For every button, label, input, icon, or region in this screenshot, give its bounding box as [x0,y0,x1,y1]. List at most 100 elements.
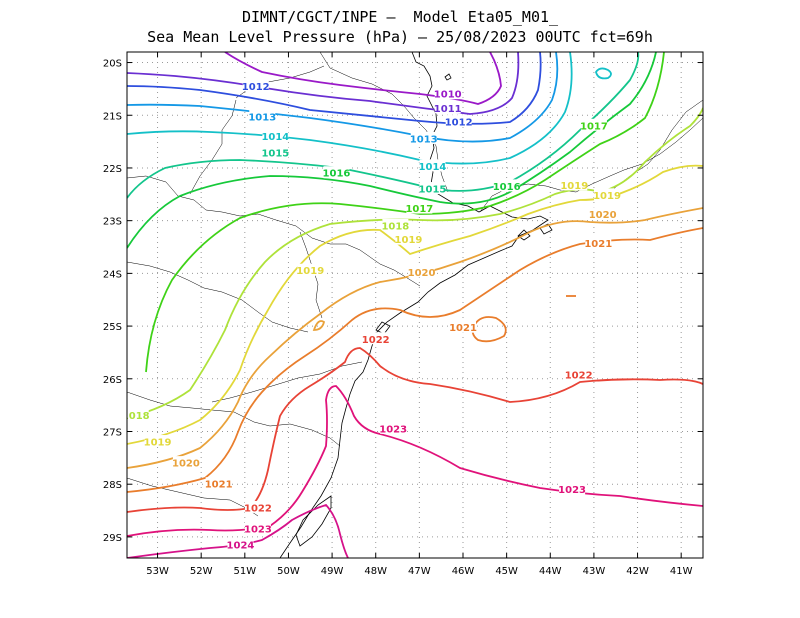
isobar-1011 [127,52,520,115]
lon-tick-label: 50W [277,566,300,577]
lat-tick-label: 20S [103,59,122,70]
contour-label-bg [410,131,437,144]
lon-tick-label: 51W [234,566,257,577]
lon-tick-label: 53W [146,566,169,577]
contour-label-1018: 1018 [122,411,150,422]
lon-tick-label: 46W [452,566,475,577]
lon-tick-label: 41W [670,566,693,577]
isobar-1018 [127,107,703,419]
lon-tick-label: 43W [583,566,606,577]
coastline [279,52,549,558]
contour-label-1019: 1019 [560,181,588,192]
contour-label-1023: 1023 [379,424,407,435]
lat-tick-label: 26S [103,375,122,386]
contour-label-bg [380,421,407,434]
contour-label-bg [262,146,289,159]
state-border-ms-pr [127,175,297,227]
contour-label-bg [434,101,461,114]
lat-tick-label: 24S [103,269,122,280]
contour-label-1020: 1020 [172,459,200,470]
contour-label-bg [585,236,612,249]
axes: 53W 52W 51W 50W 49W 48W 47W 46W 45W 44W 43W 42W 41W 2… [103,52,703,577]
contour-label-bg [144,435,171,448]
contour-label-bg [589,207,616,220]
lat-tick-label: 23S [103,217,122,228]
contour-label-1012: 1012 [242,82,270,93]
contour-label-bg [323,166,350,179]
contour-label-1012: 1012 [445,118,473,129]
contour-label-bg [580,118,607,131]
contour-label-1019: 1019 [296,266,324,277]
isobar-1010 [224,52,502,105]
contour-label-bg [561,178,588,191]
contour-label-1011: 1011 [434,104,462,115]
chart-title-line2: Sea Mean Level Pressure (hPa) – 25/08/20… [147,28,653,46]
contour-label-bg [242,79,269,92]
isobar-1014 [127,52,573,165]
contour-label-1022: 1022 [244,503,272,514]
contour-label-1020: 1020 [408,268,436,279]
contour-label-1021: 1021 [584,239,612,250]
contour-label-1022: 1022 [362,335,390,346]
contour-label-1019: 1019 [144,438,172,449]
lon-tick-label: 45W [495,566,518,577]
lat-tick-label: 28S [103,480,122,491]
contour-label-1023: 1023 [244,525,272,536]
contour-label-bg [565,368,592,381]
lon-tick-label: 48W [364,566,387,577]
contour-label-1010: 1010 [434,90,462,101]
isobar-1012 [127,52,542,125]
isobar-1013-cell [595,67,612,80]
lon-tick-label: 49W [321,566,344,577]
contour-label-bg [227,537,254,550]
lat-tick-label: 27S [103,428,122,439]
contour-label-1014: 1014 [419,162,447,173]
isobar-1016 [127,52,657,249]
contour-label-1021: 1021 [449,323,477,334]
contour-label-1013: 1013 [410,134,438,145]
contour-label-bg [493,179,520,192]
contour-label-bg [297,263,324,276]
lagoa-dos-patos-outline [295,495,332,547]
contour-label-bg [408,265,435,278]
plot-frame [126,51,704,559]
contour-label-1015: 1015 [419,185,447,196]
contour-label-1017: 1017 [405,204,433,215]
contour-label-bg [244,522,271,535]
contour-label-1018: 1018 [381,221,409,232]
state-border-sp-pr [295,225,421,287]
isobar-1021-cell [471,316,507,343]
contour-label-bg [406,201,433,214]
contour-label-1017: 1017 [580,121,608,132]
contour-label-1015: 1015 [261,149,289,160]
chart-title-line1: DIMNT/CGCT/INPE – Model Eta05_M01_ [242,8,559,26]
isobar-1013 [127,52,559,143]
state-border-paraguay [127,261,309,333]
contour-label-1020: 1020 [589,210,617,221]
isobar-1019 [127,164,703,445]
contour-label-bg [434,87,461,100]
lat-tick-label: 22S [103,164,122,175]
lon-tick-label: 52W [190,566,213,577]
contour-label-1024: 1024 [227,540,255,551]
contour-label-1022: 1022 [565,371,593,382]
coast-detail-parana [375,321,391,335]
contour-label-bg [172,456,199,469]
contour-label-1016: 1016 [323,169,351,180]
contour-label-bg [419,182,446,195]
contour-label-1019: 1019 [395,235,423,246]
contour-label-bg [205,477,232,490]
contour-label-bg [244,500,271,513]
contour-label-bg [362,332,389,345]
contour-label-bg [450,320,476,333]
lat-tick-label: 29S [103,533,122,544]
isobar-1015 [127,52,640,199]
contour-label-bg [127,408,149,421]
contour-label-bg [249,109,276,122]
contour-label-1019: 1019 [593,191,621,202]
isobar-1020 [127,207,703,469]
contour-label-1016: 1016 [493,182,521,193]
contour-label-1021: 1021 [205,480,233,491]
lon-tick-label: 42W [626,566,649,577]
